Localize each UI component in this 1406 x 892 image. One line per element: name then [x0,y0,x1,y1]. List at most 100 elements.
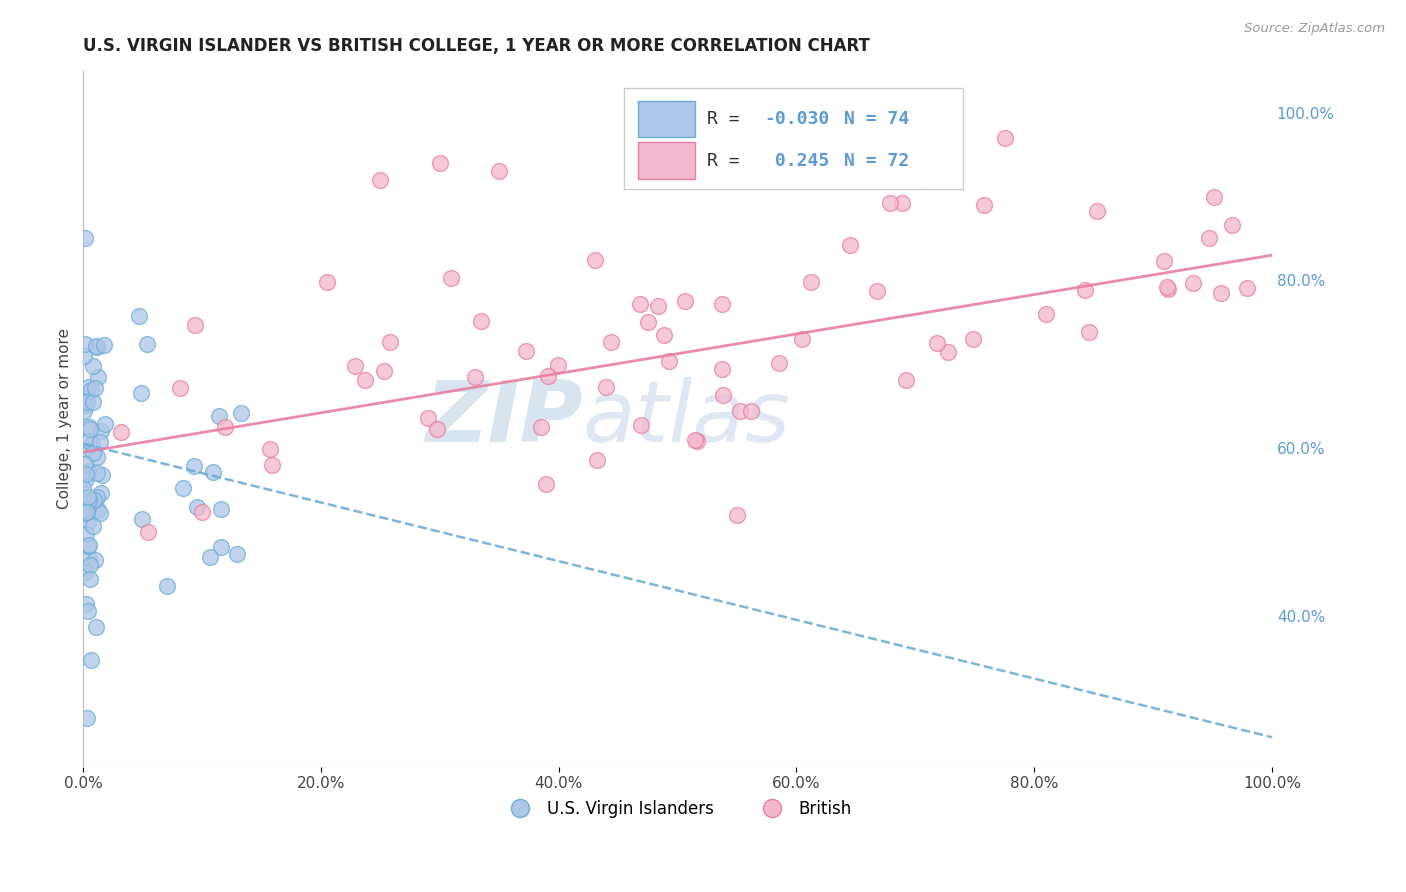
Point [77,434,100,449]
Point [169,381,191,395]
Point [537,369,560,384]
Point [77,500,100,514]
Point [75,472,97,486]
Point [83,493,105,508]
Point [925,336,948,351]
Point [1156,280,1178,294]
Point [728,403,751,417]
Point [83,553,105,567]
Point [76,490,98,504]
Point [209,540,232,554]
Point [470,314,492,328]
Point [79,572,101,586]
Point [90,425,112,439]
Point [79,383,101,397]
Point [910,174,932,188]
Point [839,238,862,252]
Point [231,406,253,420]
Point [72,482,94,496]
Point [547,359,569,373]
Point [209,502,232,516]
Point [630,417,652,432]
Point [202,465,225,479]
Point [75,442,97,457]
Point [214,420,236,434]
Point [82,359,104,374]
Text: 0.245: 0.245 [765,153,830,170]
FancyBboxPatch shape [638,143,696,178]
Y-axis label: College, 1 year or more: College, 1 year or more [58,328,72,509]
Text: N = 74: N = 74 [844,111,910,128]
Point [792,332,814,346]
Text: -0.030: -0.030 [765,111,830,128]
Point [76,464,98,478]
Point [186,500,208,514]
Text: ZIP: ZIP [425,377,582,460]
Point [75,494,97,508]
Point [73,349,96,363]
Point [936,344,959,359]
Point [76,539,98,553]
Point [79,422,101,436]
Point [86,450,108,464]
Point [673,294,696,309]
Point [87,503,110,517]
Point [156,579,179,593]
Point [79,558,101,572]
Point [418,410,440,425]
Text: R =: R = [707,153,751,170]
Point [82,395,104,409]
Point [259,442,281,456]
Point [685,433,707,447]
Point [652,327,675,342]
Point [488,164,510,178]
Point [75,527,97,541]
Point [973,198,995,212]
Point [84,620,107,634]
Point [962,332,984,346]
Point [184,318,207,333]
Point [73,457,96,471]
Text: atlas: atlas [582,377,790,460]
Point [583,252,606,267]
Point [768,356,790,370]
Point [76,395,98,409]
Point [1156,281,1178,295]
Point [75,467,97,481]
FancyBboxPatch shape [624,88,963,189]
Point [80,437,103,451]
Point [183,458,205,473]
Point [76,604,98,618]
Point [76,711,98,725]
Point [90,467,112,482]
Point [378,335,401,350]
Point [515,343,537,358]
Point [87,370,110,384]
Point [75,336,97,351]
Point [129,385,152,400]
Point [426,422,449,436]
Point [1085,204,1108,219]
Point [75,398,97,412]
Point [208,409,231,423]
Point [75,502,97,516]
Point [136,336,159,351]
Point [79,551,101,566]
Point [83,381,105,395]
Point [586,453,609,467]
Point [77,492,100,507]
Point [1209,286,1232,301]
Point [373,364,395,378]
Point [77,538,100,552]
Point [354,374,377,388]
Point [344,359,367,373]
Point [86,338,108,352]
Point [896,373,918,387]
Point [75,597,97,611]
Point [80,653,103,667]
Point [128,309,150,323]
Point [73,231,96,245]
Text: R =: R = [707,111,751,128]
Point [172,481,194,495]
Point [131,511,153,525]
